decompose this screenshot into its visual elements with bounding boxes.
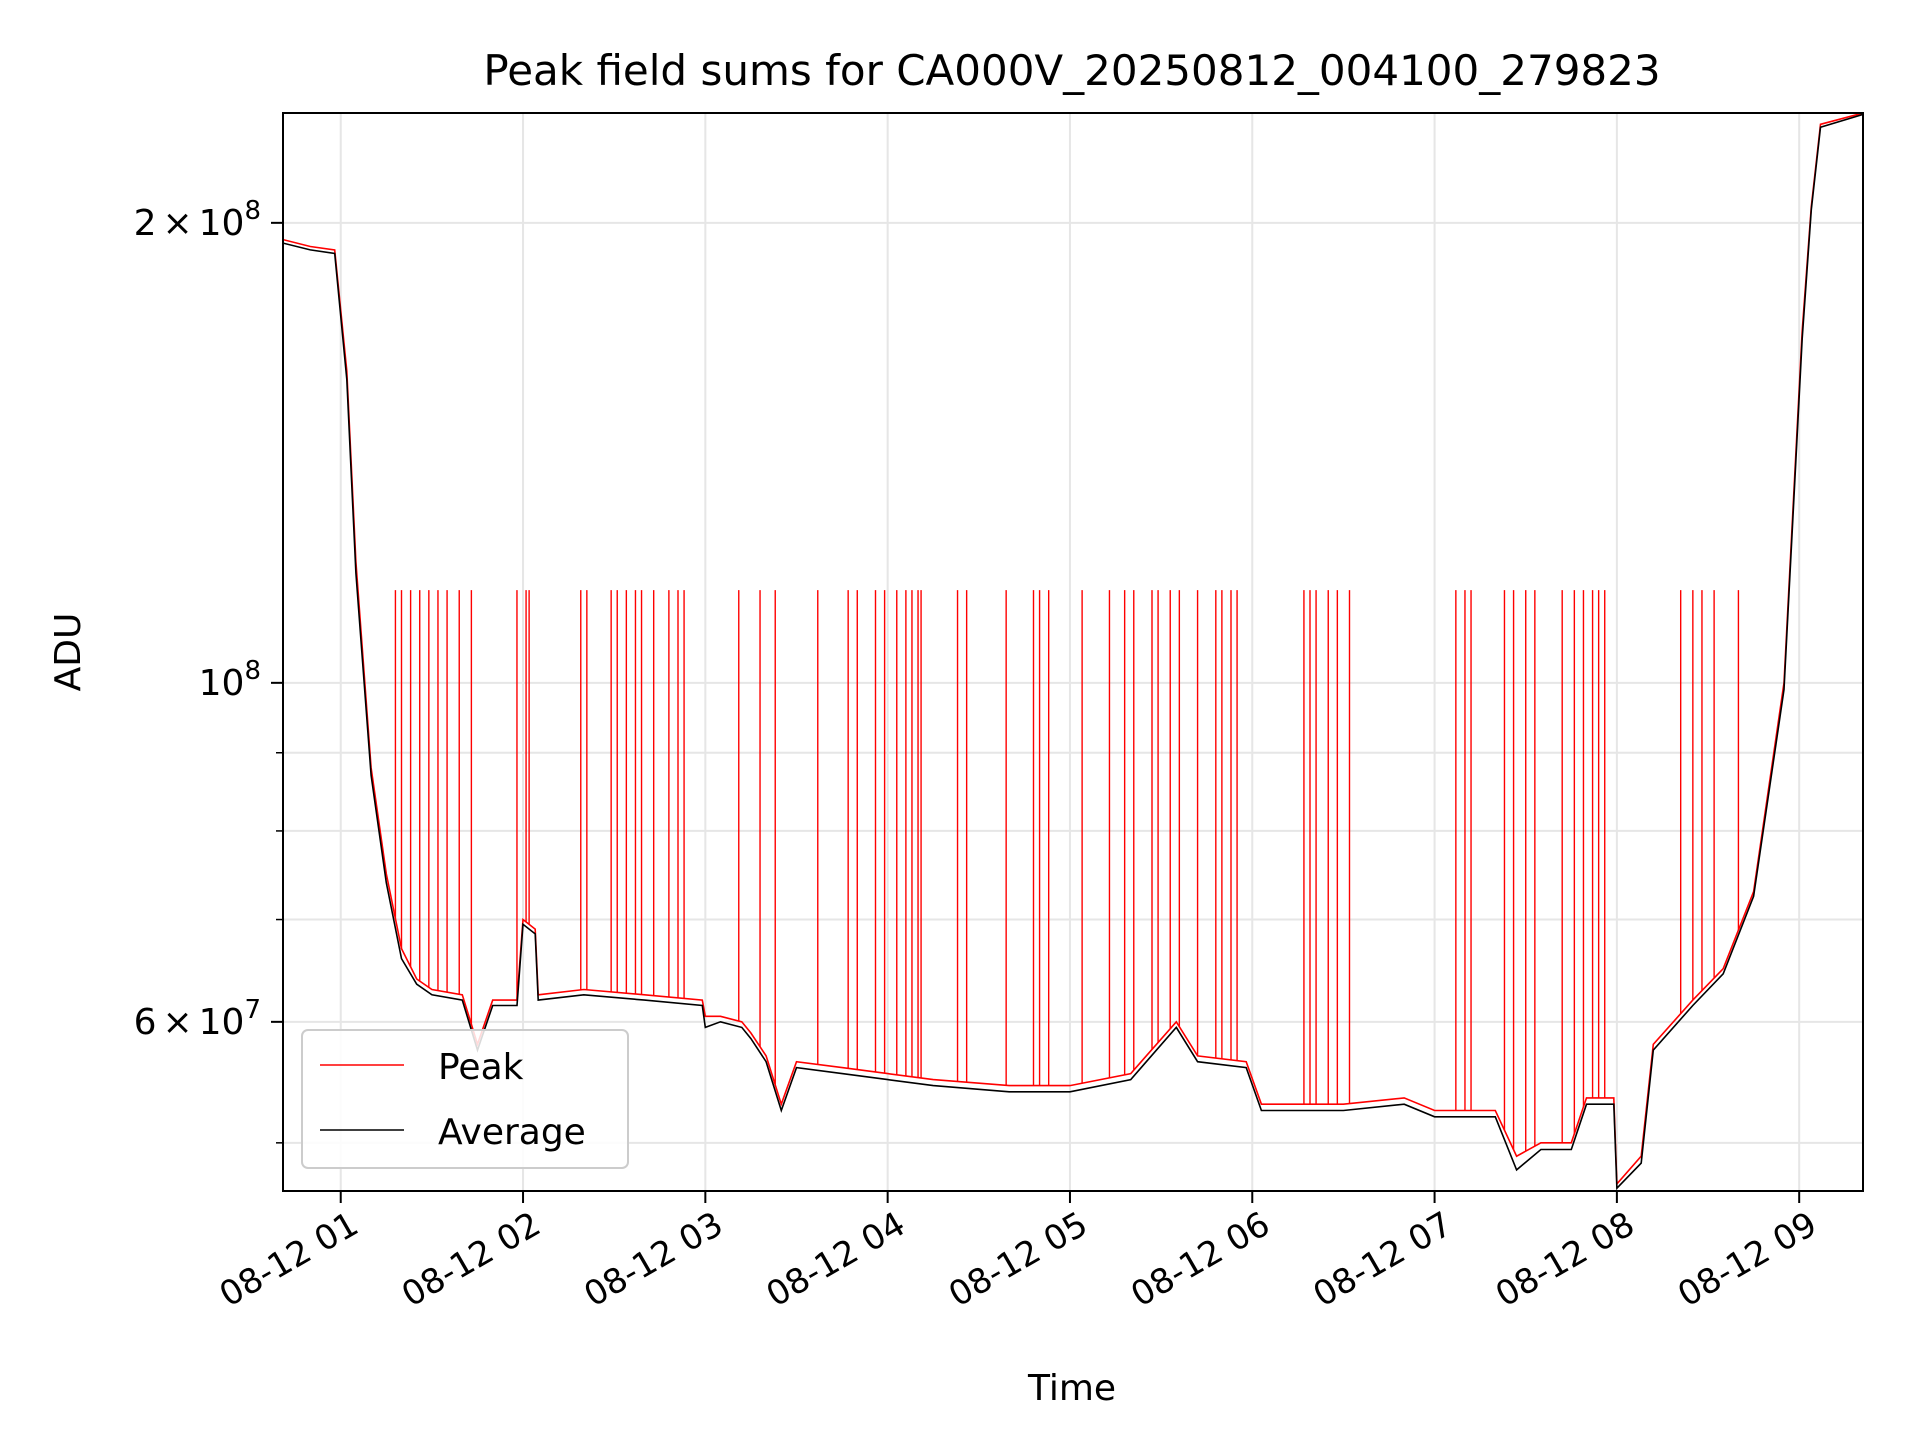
y-axis: 6 × 107 108 2 × 108 <box>134 196 283 1144</box>
y-tick-label: 108 <box>199 656 261 704</box>
legend-label-peak: Peak <box>438 1047 524 1088</box>
y-axis-label: ADU <box>48 613 89 692</box>
series-line-average <box>283 113 1863 1191</box>
x-axis-label: Time <box>1027 1368 1116 1409</box>
y-tick-label: 2 × 108 <box>134 196 261 244</box>
y-tick-label: 6 × 107 <box>134 995 261 1043</box>
grid-lines <box>283 113 1863 1191</box>
legend-label-average: Average <box>438 1112 586 1153</box>
series-line-peak <box>283 113 1863 1186</box>
chart-title: Peak field sums for CA000V_20250812_0041… <box>483 46 1660 95</box>
plot-frame <box>282 112 1864 1192</box>
series-layer <box>283 113 1863 1191</box>
legend: Peak Average <box>301 1029 629 1169</box>
